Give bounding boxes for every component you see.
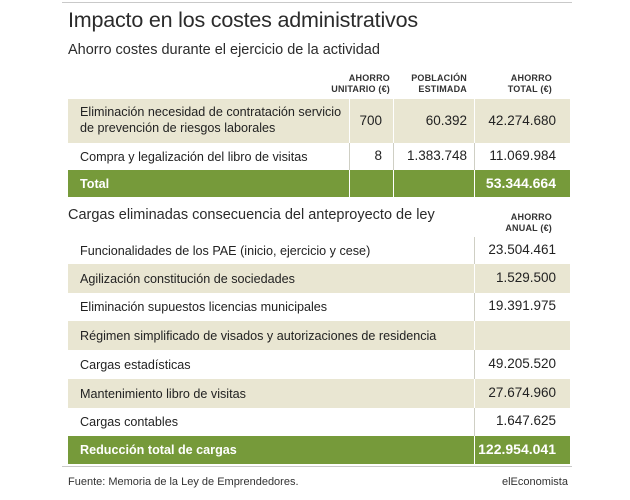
row-label: Funcionalidades de los PAE (inicio, ejer… <box>80 244 371 258</box>
column-separator <box>474 293 475 321</box>
section1-subtitle: Ahorro costes durante el ejercicio de la… <box>68 42 380 58</box>
table-row: Cargas estadísticas 49.205.520 <box>68 350 570 379</box>
ahorro-total-value: 11.069.984 <box>489 148 556 163</box>
bottom-rule <box>62 466 572 467</box>
row-label: Eliminación supuestos licencias municipa… <box>80 300 328 314</box>
row-label: Cargas contables <box>80 415 179 429</box>
total-label: Total <box>80 177 110 191</box>
row-label: Mantenimiento libro de visitas <box>80 387 246 401</box>
column-separator <box>474 237 475 264</box>
column-separator <box>349 143 350 170</box>
total-value: 122.954.041 <box>478 441 556 457</box>
column-separator <box>474 379 475 408</box>
ahorro-anual-value: 1.529.500 <box>495 270 556 285</box>
table-row: Compra y legalización del libro de visit… <box>68 143 570 170</box>
row-label: Agilización constitución de sociedades <box>80 272 295 286</box>
brand-label: elEconomista <box>501 476 568 488</box>
row-label: Cargas estadísticas <box>80 358 191 372</box>
ahorro-anual-value: 19.391.975 <box>488 298 556 313</box>
table-row: Eliminación supuestos licencias municipa… <box>68 293 570 321</box>
row-label: Eliminación necesidad de contratación se… <box>80 105 342 135</box>
ahorro-anual-value: 1.647.625 <box>495 413 556 428</box>
poblacion-value: 1.383.748 <box>406 148 467 163</box>
header-ahorro-unitario: AHORRO UNITARIO (€) <box>331 73 390 94</box>
ahorro-anual-value: 49.205.520 <box>488 356 556 371</box>
row-label: Régimen simplificado de visados y autori… <box>80 329 437 343</box>
total-row: Reducción total de cargas 122.954.041 <box>68 436 570 464</box>
section2-subtitle: Cargas eliminadas consecuencia del antep… <box>68 207 435 223</box>
total-row: Total 53.344.664 <box>68 170 570 197</box>
column-separator <box>474 408 475 436</box>
column-separator <box>474 436 475 464</box>
ahorro-total-value: 42.274.680 <box>488 113 556 128</box>
table-row: Mantenimiento libro de visitas 27.674.96… <box>68 379 570 408</box>
ahorro-anual-value: 23.504.461 <box>488 242 556 257</box>
source-note: Fuente: Memoria de la Ley de Emprendedor… <box>68 476 299 488</box>
table-row: Funcionalidades de los PAE (inicio, ejer… <box>68 237 570 264</box>
total-value: 53.344.664 <box>485 175 556 191</box>
column-separator <box>393 143 394 170</box>
ahorro-anual-value: 27.674.960 <box>488 385 556 400</box>
ahorro-unitario-value: 8 <box>374 148 382 163</box>
header-poblacion-estimada: POBLACIÓN ESTIMADA <box>411 73 467 94</box>
table-row: Régimen simplificado de visados y autori… <box>68 321 570 350</box>
page-title: Impacto en los costes administrativos <box>68 8 418 32</box>
column-separator <box>474 143 475 170</box>
row-label: Compra y legalización del libro de visit… <box>80 150 308 164</box>
table-row: Agilización constitución de sociedades 1… <box>68 264 570 293</box>
column-separator <box>474 321 475 350</box>
table-row: Eliminación necesidad de contratación se… <box>68 99 570 143</box>
ahorro-unitario-value: 700 <box>359 113 382 128</box>
column-separator <box>474 264 475 293</box>
total-label: Reducción total de cargas <box>80 443 237 457</box>
column-separator <box>474 350 475 379</box>
poblacion-value: 60.392 <box>425 113 467 128</box>
header-ahorro-total: AHORRO TOTAL (€) <box>507 73 552 94</box>
table-row: Cargas contables 1.647.625 <box>68 408 570 436</box>
top-rule <box>62 2 572 3</box>
header-ahorro-anual: AHORRO ANUAL (€) <box>505 212 552 233</box>
